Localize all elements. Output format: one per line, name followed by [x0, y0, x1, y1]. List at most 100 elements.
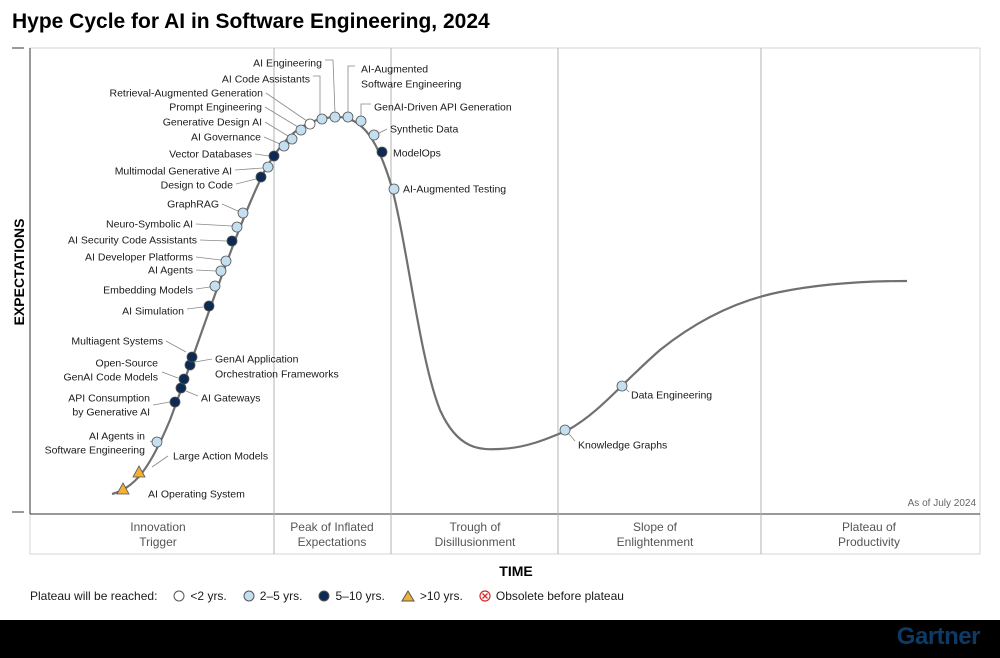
tech-label: Retrieval-Augmented Generation	[109, 88, 263, 100]
tech-marker	[559, 424, 571, 436]
legend-label: >10 yrs.	[419, 589, 463, 603]
tech-label: Large Action Models	[173, 451, 268, 463]
label-leader	[152, 401, 171, 406]
label-leader	[234, 167, 264, 171]
phase-label: Enlightenment	[617, 535, 694, 549]
tech-label: AI Agents in Software Engineering	[45, 431, 146, 457]
footer-bar: Gartner	[0, 620, 1000, 658]
phase-label: Plateau of	[842, 520, 897, 534]
tech-label: AI-Augmented Software Engineering	[361, 64, 462, 91]
tech-marker	[220, 255, 232, 267]
tech-marker	[226, 235, 238, 247]
obsolete-x-icon	[479, 590, 491, 602]
tech-marker	[295, 124, 307, 136]
tech-label: ModelOps	[393, 148, 441, 160]
label-leader	[186, 306, 204, 310]
label-leader	[313, 75, 321, 115]
y-axis-title: EXPECTATIONS	[11, 219, 27, 326]
tech-label: AI-Augmented Testing	[403, 184, 506, 196]
plot-frame	[12, 47, 981, 555]
tech-label: GenAI Application Orchestration Framework…	[215, 354, 339, 381]
tech-marker	[368, 129, 380, 141]
tech-label: Data Engineering	[631, 390, 712, 402]
tech-marker	[388, 183, 400, 195]
yellow-triangle-icon	[400, 590, 415, 602]
tech-marker	[262, 161, 274, 173]
tech-marker	[203, 300, 215, 312]
legend-item-5to10: 5–10 yrs.	[318, 589, 385, 603]
tech-marker	[616, 380, 628, 392]
tech-marker	[286, 133, 298, 145]
label-leader	[195, 286, 211, 290]
tech-label: API Consumption by Generative AI	[68, 393, 150, 419]
tech-label: Multiagent Systems	[71, 336, 163, 348]
label-leader	[151, 455, 169, 468]
tech-marker	[151, 436, 163, 448]
label-leader	[568, 433, 576, 442]
tech-label: AI Gateways	[201, 393, 261, 405]
label-leader	[195, 256, 222, 261]
tech-label: AI Engineering	[253, 58, 322, 70]
label-leader	[347, 65, 355, 113]
legend-label: <2 yrs.	[190, 589, 227, 603]
label-leader	[195, 223, 233, 227]
label-leader	[264, 106, 299, 128]
tech-label: Generative Design AI	[163, 117, 262, 129]
tech-marker	[186, 351, 198, 363]
tech-label: AI Simulation	[122, 306, 184, 318]
tech-label: AI Governance	[191, 132, 261, 144]
label-leader	[264, 121, 289, 137]
tech-label: Vector Databases	[169, 149, 252, 161]
phase-label: Disillusionment	[435, 535, 516, 549]
phase-label: Expectations	[298, 535, 367, 549]
x-axis-title: TIME	[499, 563, 532, 579]
legend: Plateau will be reached: <2 yrs. 2–5 yrs…	[30, 589, 640, 603]
phase-label: Slope of	[633, 520, 678, 534]
light-blue-circle-icon	[243, 590, 255, 602]
tech-marker	[132, 465, 146, 478]
tech-label: AI Code Assistants	[222, 74, 310, 86]
tech-label: Prompt Engineering	[169, 102, 262, 114]
technology-labels: AI Operating System Large Action Models AI…	[45, 58, 713, 501]
white-circle-icon	[173, 590, 185, 602]
navy-circle-icon	[318, 590, 330, 602]
tech-marker	[278, 140, 290, 152]
chart-title: Hype Cycle for AI in Software Engineerin…	[12, 10, 490, 33]
hype-cycle-diagram: AI Operating System Large Action Models AI…	[11, 47, 981, 579]
phase-label: Productivity	[838, 535, 900, 549]
phase-label: Trigger	[139, 535, 177, 549]
as-of-note: As of July 2024	[908, 498, 977, 509]
label-leaders	[149, 59, 630, 468]
tech-marker	[116, 482, 130, 495]
label-leader	[185, 390, 199, 397]
tech-marker	[169, 396, 181, 408]
tech-label: Knowledge Graphs	[578, 440, 667, 452]
legend-label: Obsolete before plateau	[495, 589, 624, 603]
tech-marker	[329, 111, 341, 123]
tech-label: Embedding Models	[103, 285, 193, 297]
legend-item-2to5: 2–5 yrs.	[243, 589, 302, 603]
tech-label: AI Agents	[148, 265, 193, 277]
phase-label: Trough of	[450, 520, 502, 534]
tech-label: Synthetic Data	[390, 124, 458, 136]
label-leader	[625, 388, 630, 393]
legend-item-obsolete: Obsolete before plateau	[479, 589, 624, 603]
tech-label: Design to Code	[161, 180, 234, 192]
label-leader	[325, 59, 336, 114]
legend-item-lt2: <2 yrs.	[173, 589, 227, 603]
tech-label: Neuro-Symbolic AI	[106, 219, 193, 231]
label-leader	[161, 371, 179, 379]
label-leader	[165, 340, 187, 353]
tech-marker	[304, 118, 316, 130]
tech-marker	[268, 150, 280, 162]
tech-marker	[231, 221, 243, 233]
tech-marker	[255, 171, 267, 183]
label-leader	[195, 269, 217, 272]
legend-item-gt10: >10 yrs.	[400, 589, 463, 603]
tech-marker	[178, 373, 190, 385]
tech-marker	[376, 146, 388, 158]
phase-label: Innovation	[130, 520, 185, 534]
tech-label: AI Security Code Assistants	[68, 235, 197, 247]
tech-marker	[209, 280, 221, 292]
